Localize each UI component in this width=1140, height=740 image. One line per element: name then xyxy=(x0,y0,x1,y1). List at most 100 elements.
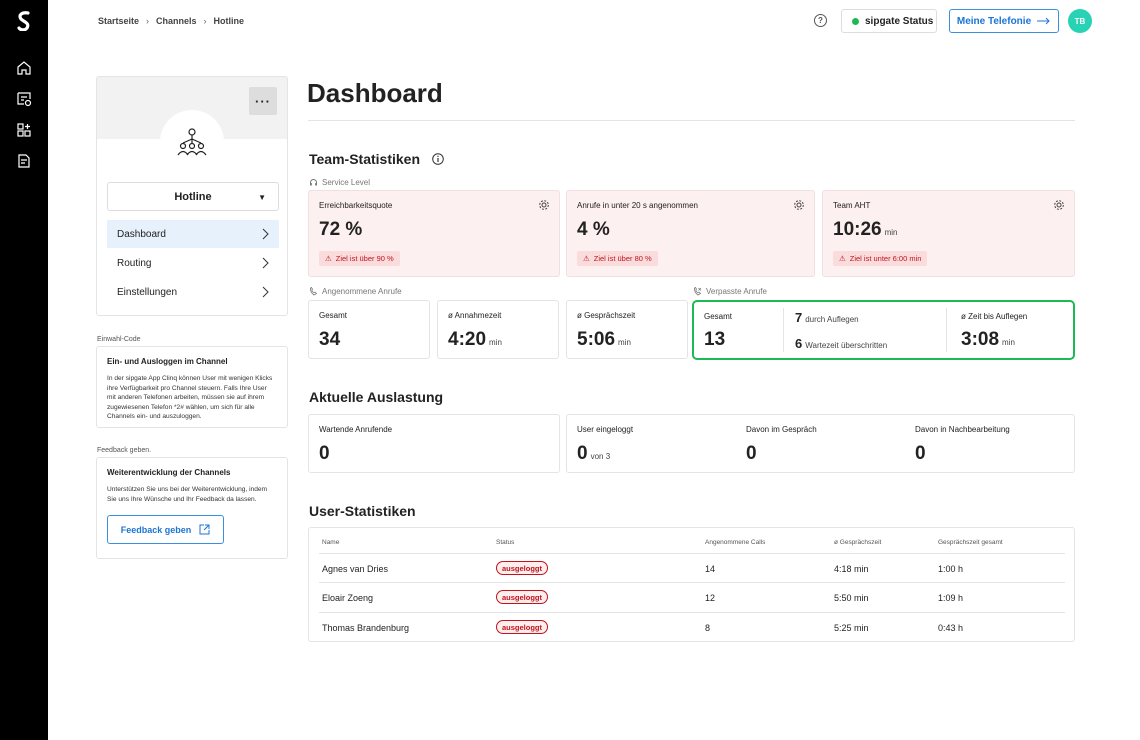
kpi-value: 10:26 min xyxy=(833,219,898,241)
accepted-annahmezeit-card: ø Annahmezeit 4:20 min xyxy=(437,300,559,359)
telefonie-label: Meine Telefonie xyxy=(956,15,1032,27)
missed-caption: Verpasste Anrufe xyxy=(693,287,767,296)
talk-value: 0 xyxy=(746,443,757,464)
cell-total-time: 1:09 h xyxy=(938,593,964,603)
kpi-card-anrufe-20s: Anrufe in unter 20 s angenommen 4 % ⚠ Zie… xyxy=(566,190,815,277)
kpi-value-number: 4:20 xyxy=(448,329,487,350)
missed-hangup-value: 7 xyxy=(795,310,803,325)
chevron-right-icon: › xyxy=(203,16,207,26)
sipgate-logo-icon[interactable] xyxy=(16,11,32,31)
column-header-status[interactable]: Status xyxy=(496,539,515,546)
table-row[interactable]: Thomas Brandenburg ausgeloggt 8 5:25 min… xyxy=(319,612,1065,641)
table-row[interactable]: Agnes van Dries ausgeloggt 14 4:18 min 1… xyxy=(319,553,1065,582)
channel-name: Hotline xyxy=(174,190,212,203)
gear-icon[interactable] xyxy=(1053,199,1065,211)
service-level-caption-text: Service Level xyxy=(322,178,371,187)
kpi-value-number: 4 % xyxy=(577,219,610,240)
arrow-right-icon xyxy=(1037,17,1050,25)
channel-select[interactable]: Hotline ▼ xyxy=(107,182,279,211)
missed-hangup-label: durch Auflegen xyxy=(805,315,859,324)
more-options-button[interactable]: ··· xyxy=(249,87,277,115)
feedback-button[interactable]: Feedback geben xyxy=(107,515,224,544)
einwahl-text: In der sipgate App Clinq können User mit… xyxy=(107,375,273,420)
status-badge: ausgeloggt xyxy=(496,590,549,604)
nav-item-dashboard[interactable]: Dashboard xyxy=(107,220,279,248)
user-load-card: User eingeloggt 0 von 3 Davon im Gespräch… xyxy=(566,414,1075,473)
warning-text: Ziel ist über 90 % xyxy=(335,254,394,263)
post-value: 0 xyxy=(915,443,926,464)
divider xyxy=(946,308,947,352)
home-icon[interactable] xyxy=(16,60,32,76)
phone-in-icon xyxy=(310,287,318,296)
missed-avg-label: ø Zeit bis Auflegen xyxy=(961,312,1028,321)
kpi-value: 34 xyxy=(319,329,341,350)
nav-item-routing[interactable]: Routing xyxy=(107,249,279,277)
divider xyxy=(783,308,784,352)
breadcrumb-home[interactable]: Startseite xyxy=(98,16,140,26)
cell-avg-time: 5:25 min xyxy=(834,623,869,633)
breadcrumb-current: Hotline xyxy=(213,16,245,26)
kpi-unit: min xyxy=(489,338,502,347)
avatar[interactable]: TB xyxy=(1068,9,1092,33)
accepted-caption-text: Angenommene Anrufe xyxy=(322,287,402,296)
missed-avg-value: 3:08 min xyxy=(961,329,1015,351)
status-dot xyxy=(852,17,859,25)
warning-icon: ⚠ xyxy=(583,254,590,263)
call-list-icon[interactable] xyxy=(16,91,32,107)
logged-value: 0 von 3 xyxy=(577,443,610,465)
gear-icon[interactable] xyxy=(538,199,550,211)
warning-text: Ziel ist über 80 % xyxy=(593,254,652,263)
status-label: sipgate Status xyxy=(865,15,934,27)
kpi-label: Anrufe in unter 20 s angenommen xyxy=(577,201,698,210)
feedback-title: Weiterentwicklung der Channels xyxy=(107,468,231,477)
cell-calls: 14 xyxy=(705,564,716,574)
sipgate-status-button[interactable]: sipgate Status xyxy=(841,9,937,33)
post-label: Davon in Nachbearbeitung xyxy=(915,425,1010,434)
nav-item-einstellungen[interactable]: Einstellungen xyxy=(107,278,279,306)
help-icon[interactable]: ? xyxy=(814,14,827,27)
cell-avg-time: 4:18 min xyxy=(834,564,869,574)
status-badge: ausgeloggt xyxy=(496,561,549,575)
breadcrumb: Startseite › Channels › Hotline xyxy=(98,16,244,26)
missed-total-label: Gesamt xyxy=(704,312,733,321)
column-header-total-time[interactable]: Gesprächszeit gesamt xyxy=(938,539,1003,546)
external-link-icon xyxy=(199,524,210,535)
missed-calls-card[interactable]: Gesamt 13 7 durch Auflegen 6 Wartezeit übe… xyxy=(692,300,1075,360)
document-icon[interactable] xyxy=(16,153,32,169)
kpi-value-number: 72 % xyxy=(319,219,363,240)
warning-text: Ziel ist unter 6:00 min xyxy=(849,254,922,263)
service-level-caption: Service Level xyxy=(309,178,370,187)
column-header-avg-time[interactable]: ø Gesprächszeit xyxy=(834,539,882,546)
talk-label: Davon im Gespräch xyxy=(746,425,817,434)
caret-down-icon: ▼ xyxy=(258,193,266,202)
column-header-calls[interactable]: Angenommene Calls xyxy=(705,539,766,546)
meine-telefonie-button[interactable]: Meine Telefonie xyxy=(949,9,1059,33)
apps-icon[interactable] xyxy=(16,122,32,138)
info-icon[interactable] xyxy=(432,153,444,165)
kpi-value: 72 % xyxy=(319,219,362,241)
feedback-text: Unterstützen Sie uns bei der Weiterentwi… xyxy=(107,486,268,503)
cell-calls: 8 xyxy=(705,623,711,633)
column-header-name[interactable]: Name xyxy=(322,539,340,546)
accepted-total-card: Gesamt 34 xyxy=(308,300,430,359)
breadcrumb-channels[interactable]: Channels xyxy=(156,16,197,26)
kpi-label: Erreichbarkeitsquote xyxy=(319,201,393,210)
nav-item-label: Einstellungen xyxy=(117,286,178,298)
cell-avg-time: 5:50 min xyxy=(834,593,869,603)
missed-hangup: 7 durch Auflegen xyxy=(795,310,859,325)
user-stats-heading: User-Statistiken xyxy=(309,503,416,519)
kpi-label: Gesamt xyxy=(319,311,348,320)
cell-name: Agnes van Dries xyxy=(322,564,389,574)
kpi-value: 4 % xyxy=(577,219,610,241)
kpi-unit: min xyxy=(1002,338,1015,347)
warning-icon: ⚠ xyxy=(325,254,332,263)
einwahl-info-card: Ein- und Ausloggen im Channel In der sip… xyxy=(96,346,288,428)
title-divider xyxy=(308,120,1075,121)
team-stats-heading-text: Team-Statistiken xyxy=(309,151,420,167)
table-row[interactable]: Eloair Zoeng ausgeloggt 12 5:50 min 1:09… xyxy=(319,582,1065,611)
kpi-unit: min xyxy=(618,338,631,347)
gear-icon[interactable] xyxy=(793,199,805,211)
channel-card: ··· Hotline ▼ Dashboard Routing Einstell… xyxy=(96,76,288,316)
cell-name: Thomas Brandenburg xyxy=(322,623,410,633)
kpi-label: ø Gesprächszeit xyxy=(577,311,636,320)
